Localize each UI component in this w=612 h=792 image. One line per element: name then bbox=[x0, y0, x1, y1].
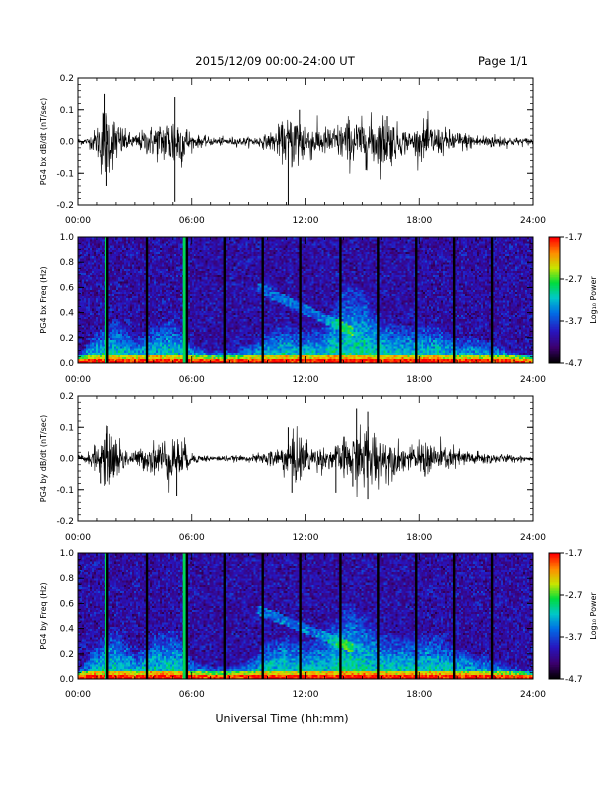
by-spectrogram-cells bbox=[78, 553, 534, 680]
bx-waveform-ytick-label: 0.1 bbox=[60, 106, 74, 116]
bx-spectrogram-data-gap-6 bbox=[339, 237, 342, 363]
by-spectrogram-colorbar-tick-label: -2.7 bbox=[565, 591, 583, 601]
header-date-range: 2015/12/09 00:00-24:00 UT bbox=[195, 54, 355, 68]
by-waveform-trace bbox=[78, 424, 533, 497]
by-spectrogram-xtick-label: 06:00 bbox=[179, 690, 205, 700]
bx-spectrogram-data-gap-8 bbox=[415, 237, 418, 363]
bx-waveform-ytick-label: -0.2 bbox=[56, 201, 74, 211]
by-waveform-xtick-label: 24:00 bbox=[520, 533, 546, 543]
bx-waveform-panel: 0.2 0.1 0.0 -0.1 -0.2 00:00 06:00 12:00 18:00 24:… bbox=[39, 74, 546, 226]
bx-spectrogram-colorbar-tick-label: -2.7 bbox=[565, 275, 583, 285]
by-spectrogram-data-gap-0 bbox=[106, 553, 109, 679]
by-spectrogram-ytick-label: 0.8 bbox=[60, 574, 75, 584]
bx-waveform-ylabel: PG4 bx dB/dt (nT/sec) bbox=[39, 98, 48, 185]
bx-waveform-ytick-label: -0.1 bbox=[56, 169, 74, 179]
by-spectrogram-data-gap-7 bbox=[377, 553, 380, 679]
by-spectrogram-data-gap-9 bbox=[452, 553, 456, 679]
by-spectrogram-data-gap-5 bbox=[299, 553, 302, 679]
by-spectrogram-data-gap-8 bbox=[415, 553, 418, 679]
bx-spectrogram-colorbar-tick-label: -3.7 bbox=[565, 317, 583, 327]
bx-spectrogram-xtick-label: 12:00 bbox=[293, 375, 319, 385]
by-waveform-panel: 0.2 0.1 0.0 -0.1 -0.2 00:00 06:00 12:00 18:00 24:… bbox=[39, 392, 546, 543]
by-spectrogram-colorbar-label: Log₁₀ Power bbox=[589, 592, 598, 640]
bx-spectrogram-ytick-label: 1.0 bbox=[60, 233, 75, 243]
by-spectrogram-xtick-label: 12:00 bbox=[293, 690, 319, 700]
bx-spectrogram-xtick-label: 24:00 bbox=[520, 375, 546, 385]
bx-spectrogram-bright-line-1 bbox=[182, 237, 186, 363]
bx-waveform-trace bbox=[78, 110, 533, 180]
by-waveform-xtick-label: 18:00 bbox=[406, 533, 432, 543]
bx-spectrogram-ytick-label: 0.6 bbox=[60, 283, 75, 293]
by-spectrogram-ytick-label: 0.0 bbox=[60, 675, 75, 685]
bx-spectrogram-xtick-label: 18:00 bbox=[406, 375, 432, 385]
by-spectrogram-data-gap-1 bbox=[145, 553, 149, 679]
by-spectrogram-xtick-label: 18:00 bbox=[406, 690, 432, 700]
by-spectrogram-xtick-label: 24:00 bbox=[520, 690, 546, 700]
bx-spectrogram-colorbar-tick-label: -4.7 bbox=[565, 359, 583, 369]
by-waveform-ytick-label: 0.1 bbox=[60, 423, 74, 433]
bx-spectrogram-data-gap-2 bbox=[185, 237, 189, 363]
bx-waveform-ytick-label: 0.0 bbox=[60, 138, 75, 148]
bx-waveform-xtick-label: 24:00 bbox=[520, 216, 546, 226]
header-page-number: Page 1/1 bbox=[478, 54, 528, 68]
by-waveform-ylabel: PG4 by dB/dt (nT/sec) bbox=[39, 415, 48, 502]
by-spectrogram-colorbar-tick-label: -3.7 bbox=[565, 633, 583, 643]
bx-spectrogram-xtick-label: 06:00 bbox=[179, 375, 205, 385]
bx-waveform-ytick-label: 0.2 bbox=[60, 74, 74, 84]
bx-spectrogram-ytick-label: 0.2 bbox=[60, 334, 74, 344]
by-spectrogram-data-gap-6 bbox=[339, 553, 342, 679]
by-waveform-ytick-label: 0.2 bbox=[60, 392, 74, 402]
bx-spectrogram-data-gap-5 bbox=[299, 237, 302, 363]
bx-spectrogram-ytick-label: 0.4 bbox=[60, 309, 75, 319]
by-spectrogram-panel: 1.0 0.8 0.6 0.4 0.2 0.0 00:00 06:00 12:00 18:00 24… bbox=[39, 549, 598, 700]
bx-spectrogram-data-gap-7 bbox=[377, 237, 380, 363]
by-spectrogram-ytick-label: 0.6 bbox=[60, 599, 75, 609]
bx-spectrogram-colorbar: -1.7 -2.7 -3.7 -4.7 Log₁₀ Power bbox=[548, 233, 598, 369]
by-spectrogram-colorbar: -1.7 -2.7 -3.7 -4.7 Log₁₀ Power bbox=[548, 549, 598, 685]
by-spectrogram-bright-line-1 bbox=[182, 553, 186, 679]
bx-spectrogram-ylabel: PG4 bx Freq (Hz) bbox=[39, 266, 48, 333]
by-waveform-ytick-label: -0.2 bbox=[56, 517, 74, 527]
x-axis-title: Universal Time (hh:mm) bbox=[216, 712, 349, 725]
by-waveform-xtick-label: 00:00 bbox=[65, 533, 91, 543]
bx-spectrogram-ytick-label: 0.0 bbox=[60, 359, 75, 369]
bx-spectrogram-colorbar-tick-label: -1.7 bbox=[565, 233, 583, 243]
bx-spectrogram-data-gap-0 bbox=[106, 237, 109, 363]
bx-spectrogram-colorbar-label: Log₁₀ Power bbox=[589, 276, 598, 324]
by-waveform-xtick-label: 12:00 bbox=[293, 533, 319, 543]
by-spectrogram-xtick-label: 00:00 bbox=[65, 690, 91, 700]
bx-spectrogram-xtick-label: 00:00 bbox=[65, 375, 91, 385]
bx-spectrogram-data-gap-4 bbox=[261, 237, 264, 363]
by-spectrogram-colorbar-tick-label: -4.7 bbox=[565, 675, 583, 685]
bx-spectrogram-data-gap-3 bbox=[223, 237, 226, 363]
bx-waveform-xtick-label: 06:00 bbox=[179, 216, 205, 226]
by-spectrogram-ytick-label: 0.4 bbox=[60, 625, 75, 635]
bx-spectrogram-data-gap-10 bbox=[490, 237, 494, 363]
by-spectrogram-data-gap-3 bbox=[223, 553, 226, 679]
by-waveform-ytick-label: 0.0 bbox=[60, 455, 75, 465]
bx-waveform-xtick-label: 00:00 bbox=[65, 216, 91, 226]
bx-waveform-xtick-label: 12:00 bbox=[293, 216, 319, 226]
by-spectrogram-data-gap-4 bbox=[261, 553, 264, 679]
by-spectrogram-ytick-label: 1.0 bbox=[60, 549, 75, 559]
bx-spectrogram-ytick-label: 0.8 bbox=[60, 258, 75, 268]
by-spectrogram-ytick-label: 0.2 bbox=[60, 650, 74, 660]
by-spectrogram-data-gap-2 bbox=[185, 553, 189, 679]
by-spectrogram-colorbar-tick-label: -1.7 bbox=[565, 549, 583, 559]
bx-spectrogram-data-gap-9 bbox=[452, 237, 456, 363]
bx-spectrogram-data-gap-1 bbox=[145, 237, 149, 363]
bx-spectrogram-panel: 1.0 0.8 0.6 0.4 0.2 0.0 00:00 06:00 12:00 18:00 24… bbox=[39, 233, 598, 385]
by-spectrogram-ylabel: PG4 by Freq (Hz) bbox=[39, 582, 48, 649]
by-spectrogram-data-gap-10 bbox=[490, 553, 494, 679]
by-waveform-xtick-label: 06:00 bbox=[179, 533, 205, 543]
by-waveform-ytick-label: -0.1 bbox=[56, 486, 74, 496]
bx-waveform-xtick-label: 18:00 bbox=[406, 216, 432, 226]
